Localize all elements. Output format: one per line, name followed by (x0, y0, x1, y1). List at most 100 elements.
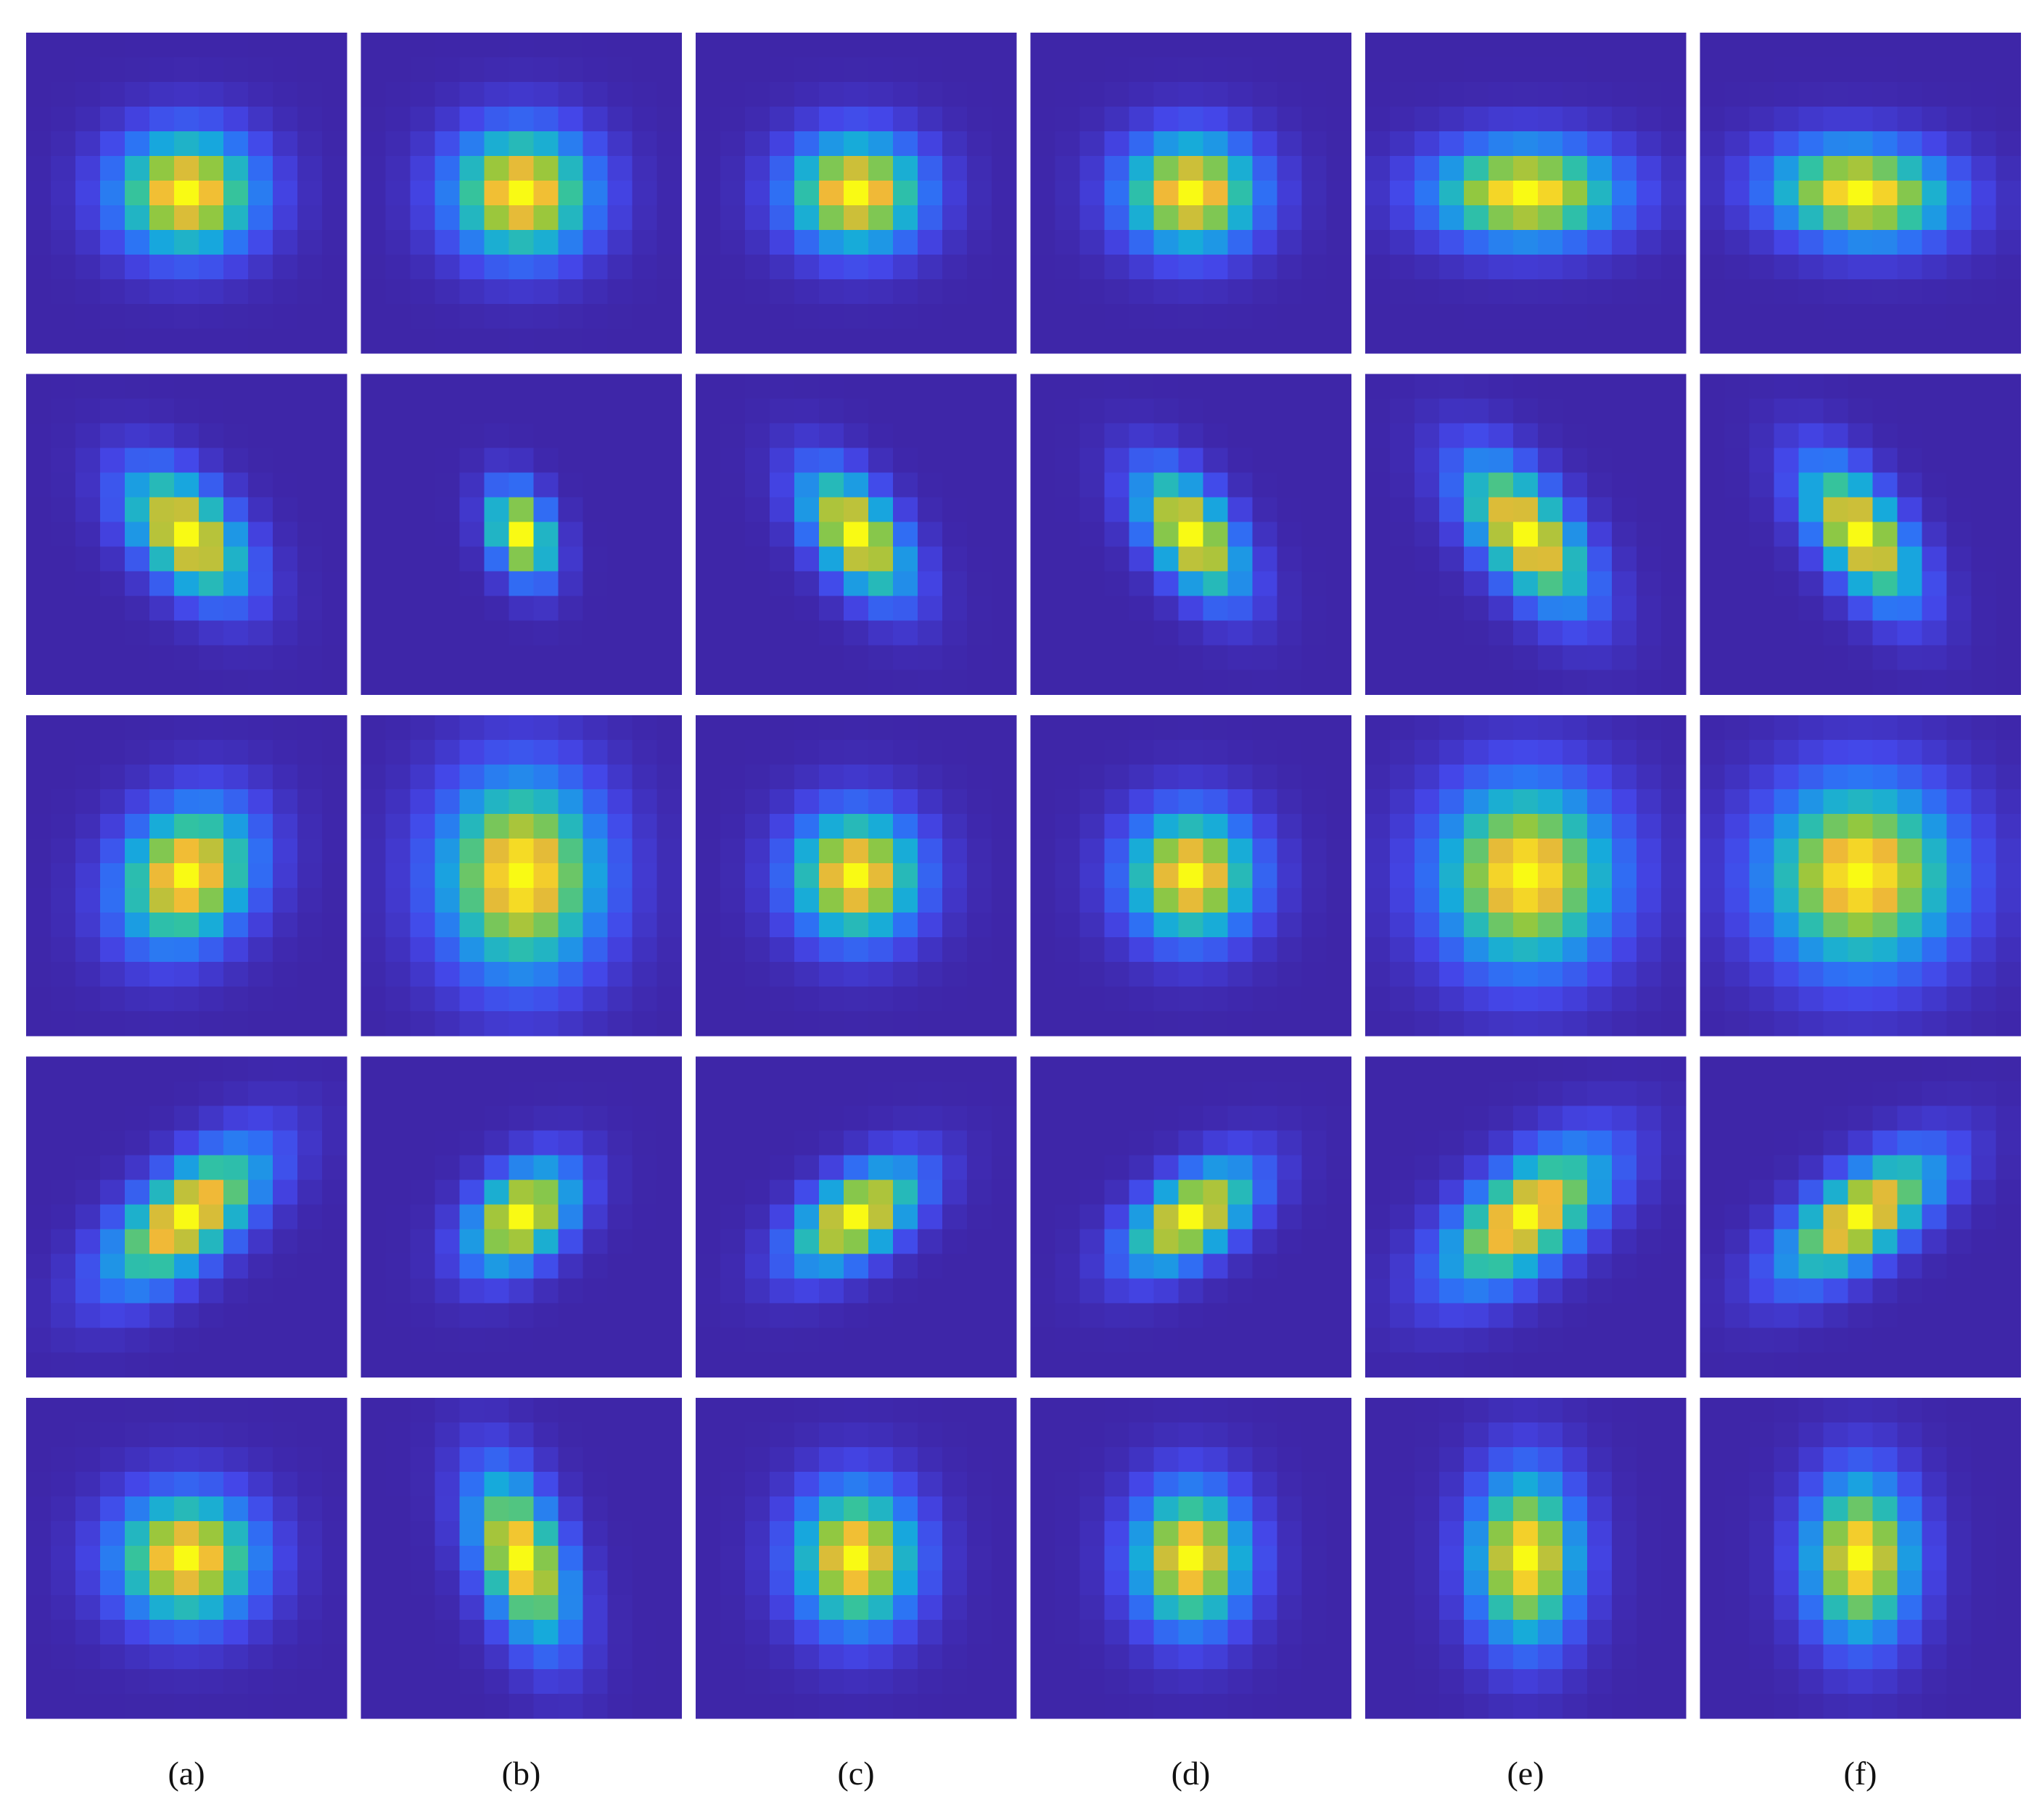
heatmap-cell (1587, 181, 1613, 206)
heatmap-cell (1724, 279, 1750, 305)
heatmap-cell (361, 546, 386, 572)
heatmap-cell (509, 1546, 534, 1571)
heatmap-cell (1030, 304, 1055, 329)
heatmap-cell (794, 571, 820, 596)
heatmap-cell (607, 304, 633, 329)
heatmap-cell (1129, 1229, 1154, 1254)
heatmap-cell (533, 448, 559, 473)
heatmap-cell (1055, 279, 1080, 305)
heatmap-cell (273, 374, 298, 399)
heatmap-cell (632, 1447, 657, 1473)
heatmap-cell (1227, 255, 1253, 280)
heatmap-cell (149, 620, 175, 646)
heatmap-cell (1897, 839, 1922, 864)
heatmap-cell (1203, 1253, 1228, 1279)
heatmap-cell (558, 937, 583, 963)
heatmap-cell (1700, 839, 1725, 864)
heatmap-cell (868, 107, 894, 132)
heatmap-cell (1563, 1521, 1588, 1547)
heatmap-cell (248, 1327, 273, 1353)
heatmap-cell (967, 987, 992, 1012)
heatmap-cell (1227, 329, 1253, 354)
heatmap-cell (1612, 571, 1637, 596)
heatmap-cell (1326, 156, 1351, 181)
heatmap-cell (1971, 205, 1996, 231)
heatmap-cell (1415, 398, 1440, 424)
heatmap-cell (1922, 205, 1947, 231)
heatmap-cell (1415, 255, 1440, 280)
heatmap-cell (1848, 1105, 1873, 1131)
heatmap-cell (1129, 156, 1154, 181)
heatmap-cell (459, 814, 485, 839)
heatmap-cell (1153, 1253, 1179, 1279)
heatmap-cell (1055, 1669, 1080, 1695)
heatmap-cell (868, 398, 894, 424)
heatmap-cell (509, 571, 534, 596)
heatmap-cell (125, 1595, 150, 1621)
heatmap-cell (75, 279, 101, 305)
heatmap-cell (1055, 1521, 1080, 1547)
heatmap-cell (1464, 181, 1489, 206)
heatmap-cell (1178, 645, 1203, 670)
heatmap-cell (248, 1570, 273, 1596)
heatmap-cell (844, 423, 869, 448)
heatmap-cell (1153, 1278, 1179, 1304)
heatmap-cell (918, 987, 943, 1012)
heatmap-cell (248, 715, 273, 741)
heatmap-cell (1971, 670, 1996, 695)
heatmap-cell (385, 1595, 411, 1621)
heatmap-cell (893, 181, 918, 206)
heatmap-cell (1464, 1056, 1489, 1082)
heatmap-cell (51, 1398, 76, 1423)
heatmap-cell (174, 398, 199, 424)
heatmap-cell (410, 1496, 435, 1522)
heatmap-cell (844, 962, 869, 987)
heatmap-cell (632, 1644, 657, 1670)
heatmap-cell (1178, 181, 1203, 206)
heatmap-cell (1774, 962, 1799, 987)
heatmap-cell (1464, 33, 1489, 58)
heatmap-cell (1700, 546, 1725, 572)
heatmap-cell (1637, 1105, 1662, 1131)
heatmap-cell (794, 304, 820, 329)
heatmap-cell (1872, 255, 1898, 280)
heatmap-cell (1365, 670, 1391, 695)
heatmap-cell (297, 1694, 323, 1719)
heatmap-cell (174, 1472, 199, 1497)
heatmap-cell (75, 205, 101, 231)
heatmap-cell (1055, 814, 1080, 839)
heatmap-cell (1277, 1398, 1302, 1423)
heatmap-cell (1513, 1352, 1539, 1378)
heatmap-cell (1798, 522, 1824, 547)
heatmap-cell (533, 1669, 559, 1695)
heatmap-cell (632, 1521, 657, 1547)
heatmap-cell (632, 448, 657, 473)
heatmap-cell (125, 1155, 150, 1180)
heatmap-cell (1996, 1081, 2021, 1106)
heatmap-cell (656, 279, 682, 305)
heatmap-cell (1637, 82, 1662, 107)
heatmap-cell (558, 1056, 583, 1082)
heatmap-cell (1513, 1570, 1539, 1596)
heatmap-cell (297, 962, 323, 987)
heatmap-cell (720, 1447, 746, 1473)
heatmap-cell (558, 1669, 583, 1695)
heatmap-cell (1227, 596, 1253, 621)
heatmap-cell (868, 1253, 894, 1279)
heatmap-cell (1563, 1278, 1588, 1304)
heatmap-cell (1415, 1253, 1440, 1279)
heatmap-cell (533, 1352, 559, 1378)
heatmap-cell (1897, 1398, 1922, 1423)
heatmap-cell (992, 1278, 1017, 1304)
heatmap-cell (435, 1472, 460, 1497)
heatmap-cell (1301, 645, 1327, 670)
heatmap-cell (720, 789, 746, 815)
heatmap-cell (1971, 546, 1996, 572)
heatmap-cell (1823, 1496, 1848, 1522)
heatmap-cell (1922, 57, 1947, 83)
heatmap-cell (361, 937, 386, 963)
heatmap-cell (918, 1694, 943, 1719)
heatmap-cell (273, 814, 298, 839)
heatmap-cell (1996, 398, 2021, 424)
heatmap-cell (1326, 1253, 1351, 1279)
